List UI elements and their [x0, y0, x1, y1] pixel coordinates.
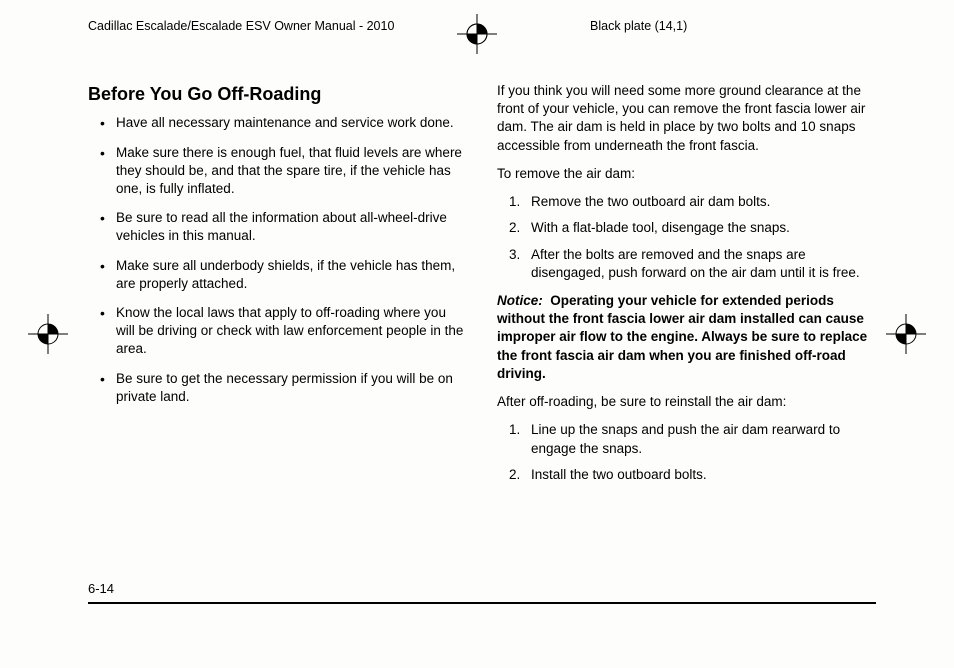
list-item: 2. Install the two outboard bolts. — [497, 466, 876, 484]
list-item: Be sure to read all the information abou… — [88, 209, 467, 245]
list-item: Know the local laws that apply to off-ro… — [88, 304, 467, 359]
list-item: 1. Line up the snaps and push the air dam… — [497, 421, 876, 457]
step-text: After the bolts are removed and the snap… — [531, 247, 860, 280]
remove-steps: 1. Remove the two outboard air dam bolts.… — [497, 193, 876, 282]
page-header: Cadillac Escalade/Escalade ESV Owner Man… — [0, 18, 954, 38]
page-number: 6-14 — [88, 580, 876, 598]
plate-info: Black plate (14,1) — [590, 18, 687, 35]
checklist: Have all necessary maintenance and servi… — [88, 114, 467, 406]
right-column: If you think you will need some more gro… — [497, 82, 876, 494]
step-text: Line up the snaps and push the air dam r… — [531, 422, 840, 455]
step-number: 1. — [509, 421, 520, 439]
step-number: 3. — [509, 246, 520, 264]
list-item: Make sure all underbody shields, if the … — [88, 257, 467, 293]
list-item: 1. Remove the two outboard air dam bolts. — [497, 193, 876, 211]
reinstall-label: After off-roading, be sure to reinstall … — [497, 393, 876, 411]
step-text: With a flat-blade tool, disengage the sn… — [531, 220, 790, 235]
step-number: 1. — [509, 193, 520, 211]
footer-rule — [88, 602, 876, 604]
crop-mark-left — [28, 314, 68, 354]
notice-paragraph: Notice: Operating your vehicle for exten… — [497, 292, 876, 383]
left-column: Before You Go Off-Roading Have all neces… — [88, 82, 467, 494]
step-text: Install the two outboard bolts. — [531, 467, 707, 482]
list-item: Be sure to get the necessary permission … — [88, 370, 467, 406]
list-item: 3. After the bolts are removed and the sn… — [497, 246, 876, 282]
section-heading: Before You Go Off-Roading — [88, 82, 467, 106]
step-number: 2. — [509, 219, 520, 237]
list-item: Have all necessary maintenance and servi… — [88, 114, 467, 132]
intro-paragraph: If you think you will need some more gro… — [497, 82, 876, 155]
crop-mark-right — [886, 314, 926, 354]
reinstall-steps: 1. Line up the snaps and push the air dam… — [497, 421, 876, 484]
page-footer: 6-14 — [88, 580, 876, 604]
list-item: 2. With a flat-blade tool, disengage the … — [497, 219, 876, 237]
notice-label: Notice: — [497, 293, 543, 308]
step-text: Remove the two outboard air dam bolts. — [531, 194, 770, 209]
list-item: Make sure there is enough fuel, that flu… — [88, 144, 467, 199]
notice-body: Operating your vehicle for extended peri… — [497, 293, 867, 381]
manual-title: Cadillac Escalade/Escalade ESV Owner Man… — [88, 18, 394, 35]
page-content: Before You Go Off-Roading Have all neces… — [88, 82, 876, 494]
step-number: 2. — [509, 466, 520, 484]
remove-label: To remove the air dam: — [497, 165, 876, 183]
